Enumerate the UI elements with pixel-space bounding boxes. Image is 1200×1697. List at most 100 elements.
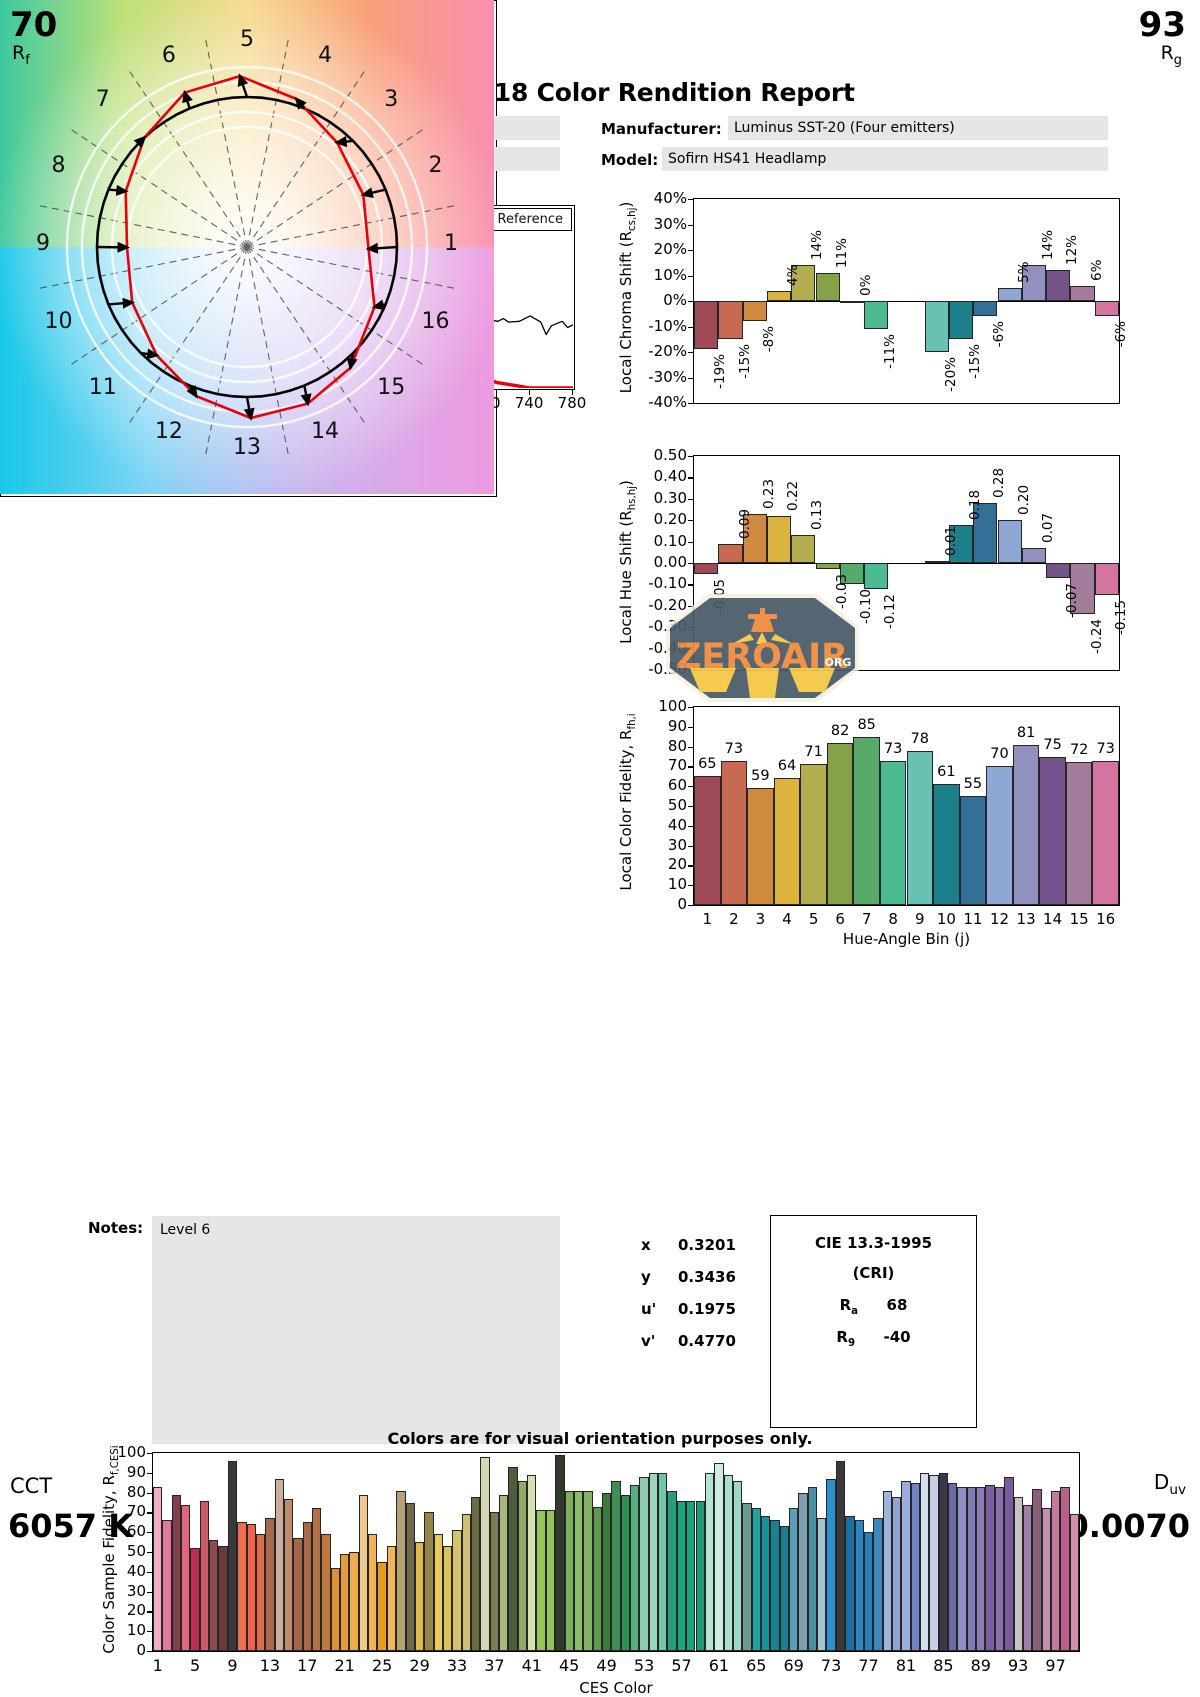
ces-bar-98 (1060, 1487, 1069, 1651)
bar-value-label-14: 12% (1064, 235, 1080, 265)
ces-bar-45 (565, 1491, 574, 1651)
ces-bar-34 (462, 1514, 471, 1651)
bar-value-label-11: 0.28 (991, 468, 1007, 498)
ces-bar-85 (939, 1473, 948, 1651)
ces-bar-87 (957, 1487, 966, 1651)
notes-field[interactable]: Level 6 (152, 1216, 560, 1444)
ces-bar-96 (1042, 1508, 1051, 1651)
bar-bin-6 (827, 743, 854, 905)
manufacturer-label: Manufacturer: (601, 120, 722, 138)
ces-bar-16 (293, 1538, 302, 1651)
tm30-report-page: IES TM-30-18 Color Rendition Report Sour… (0, 0, 1200, 1550)
ra-label: Ra (840, 1296, 858, 1314)
ces-ytick-mark (147, 1473, 152, 1474)
bar-bin-14 (1039, 757, 1066, 906)
ytick-mark (688, 499, 693, 500)
ces-ytick-70: 70 (96, 1502, 146, 1520)
ces-bar-55 (658, 1473, 667, 1651)
ces-bar-71 (808, 1487, 817, 1651)
ces-bar-54 (649, 1473, 658, 1651)
bar-bin-2 (718, 544, 742, 563)
ces-bar-80 (892, 1497, 901, 1651)
ces-bar-3 (172, 1495, 181, 1651)
manufacturer-value[interactable]: Luminus SST-20 (Four emitters) (728, 116, 1108, 140)
ces-bar-53 (639, 1477, 648, 1651)
ces-bar-15 (284, 1499, 293, 1652)
cvg-bin-16: 16 (421, 309, 449, 334)
ces-bar-20 (331, 1568, 340, 1651)
ces-ytick-mark (147, 1512, 152, 1513)
ces-bar-23 (359, 1495, 368, 1651)
ytick-mark (688, 456, 693, 457)
bar-bin-1 (694, 563, 718, 574)
ytick-mark (688, 477, 693, 478)
bar-bin-11 (973, 301, 997, 316)
ces-bar-36 (480, 1457, 489, 1651)
xtick-16: 16 (1088, 910, 1123, 928)
ces-bar-5 (190, 1548, 199, 1651)
ces-ytick-mark (147, 1631, 152, 1632)
ces-bar-26 (387, 1546, 396, 1651)
ytick-0.20: 0.20 (621, 510, 687, 528)
ces-bar-9 (228, 1461, 237, 1651)
r9-value: -40 (884, 1328, 911, 1346)
ytick-30%: 30% (621, 215, 687, 233)
bar-value-label-12: 70 (980, 746, 1019, 762)
ytick-mark (688, 520, 693, 521)
ces-bar-6 (200, 1501, 209, 1652)
ces-bar-57 (677, 1501, 686, 1652)
bar-bin-9 (925, 561, 949, 563)
bar-value-label-9: 0.01 (943, 526, 959, 556)
ces-ytick-30: 30 (96, 1582, 146, 1600)
coord-key-u': u' (641, 1300, 656, 1318)
ces-bar-39 (508, 1467, 517, 1651)
ytick-mark (688, 865, 693, 866)
bar-bin-15 (1070, 286, 1094, 301)
cvg-bin-12: 12 (155, 419, 183, 444)
ces-bar-33 (452, 1530, 461, 1651)
ces-bar-43 (546, 1510, 555, 1651)
ces-bar-65 (752, 1508, 761, 1651)
ces-bar-92 (1004, 1477, 1013, 1651)
bar-value-label-16: 73 (1086, 741, 1125, 757)
bar-bin-13 (1013, 745, 1040, 905)
bar-bin-5 (800, 764, 827, 905)
ytick-mark (688, 806, 693, 807)
ytick-0.40: 0.40 (621, 467, 687, 485)
ytick-0%: 0% (621, 291, 687, 309)
ytick--10%: -10% (621, 317, 687, 335)
ces-bar-31 (434, 1534, 443, 1651)
ytick-mark (688, 199, 693, 200)
ces-bar-14 (275, 1479, 284, 1651)
bar-bin-3 (743, 301, 767, 321)
bar-value-label-15: -0.24 (1089, 619, 1105, 654)
ces-bar-22 (349, 1552, 358, 1651)
bar-value-label-9: -20% (943, 357, 959, 392)
ces-bar-32 (443, 1546, 452, 1651)
bar-value-label-7: 85 (847, 717, 886, 733)
r9-row: R9 -40 (771, 1328, 976, 1349)
cvg-bin-9: 9 (29, 231, 57, 256)
watermark-svg: ZEROAIR ORG (660, 588, 865, 708)
ces-bar-18 (312, 1508, 321, 1651)
ces-bar-37 (490, 1512, 499, 1651)
bar-bin-3 (747, 788, 774, 905)
ces-bar-13 (265, 1518, 274, 1651)
ces-bar-93 (1014, 1497, 1023, 1651)
bar-bin-12 (998, 288, 1022, 301)
bar-value-label-4: 4% (785, 264, 801, 285)
ytick-30: 30 (637, 836, 687, 854)
cvg-bin-15: 15 (377, 375, 405, 400)
ces-bar-17 (303, 1522, 312, 1651)
ytick--30%: -30% (621, 368, 687, 386)
bar-value-label-8: -0.12 (882, 594, 898, 629)
cvg-bin-10: 10 (45, 309, 73, 334)
bar-bin-13 (1022, 548, 1046, 563)
model-value[interactable]: Sofirn HS41 Headlamp (662, 147, 1108, 171)
bar-value-label-5: 14% (809, 230, 825, 260)
ytick-80: 80 (637, 737, 687, 755)
ces-bar-81 (901, 1481, 910, 1651)
ces-ytick-mark (147, 1552, 152, 1553)
cvg-bin-6: 6 (155, 43, 183, 68)
ces-bar-67 (770, 1520, 779, 1651)
